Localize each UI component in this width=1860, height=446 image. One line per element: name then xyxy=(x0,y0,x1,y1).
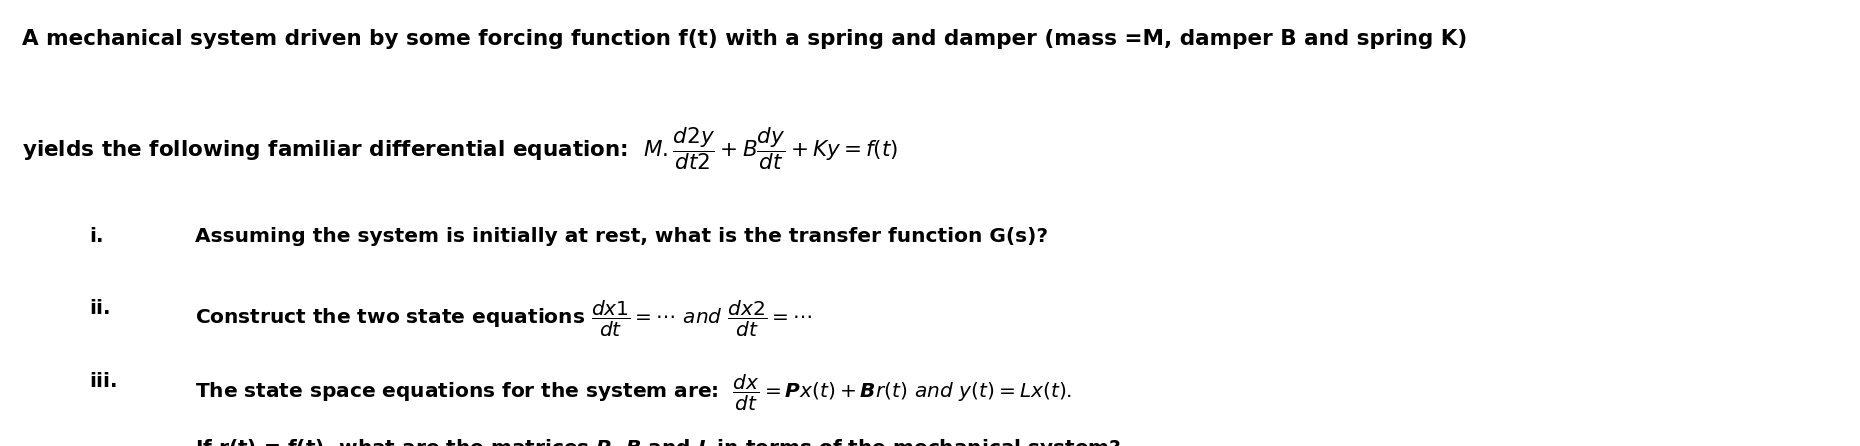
Text: ii.: ii. xyxy=(89,299,112,318)
Text: The state space equations for the system are:  $\dfrac{dx}{dt} = \boldsymbol{P}x: The state space equations for the system… xyxy=(195,372,1073,413)
Text: i.: i. xyxy=(89,227,104,247)
Text: iii.: iii. xyxy=(89,372,117,392)
Text: A mechanical system driven by some forcing function f(t) with a spring and dampe: A mechanical system driven by some forci… xyxy=(22,29,1468,49)
Text: If r(t) = f(t), what are the matrices $\boldsymbol{P}$, $\boldsymbol{B}$ and $\b: If r(t) = f(t), what are the matrices $\… xyxy=(195,437,1122,446)
Text: Assuming the system is initially at rest, what is the transfer function G(s)?: Assuming the system is initially at rest… xyxy=(195,227,1049,247)
Text: Construct the two state equations $\dfrac{dx1}{dt} = \cdots$ $\mathit{and}$ $\df: Construct the two state equations $\dfra… xyxy=(195,299,813,339)
Text: yields the following familiar differential equation:  $M.\dfrac{d2y}{dt2} + B\df: yields the following familiar differenti… xyxy=(22,125,898,172)
